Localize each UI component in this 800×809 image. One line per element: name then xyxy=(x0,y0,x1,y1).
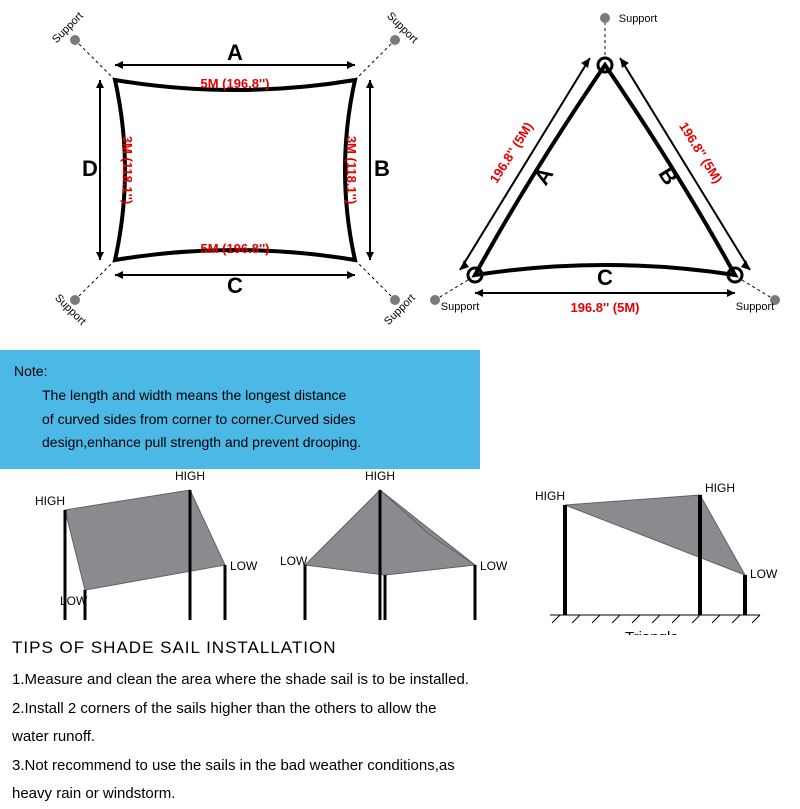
tip-line: 1.Measure and clean the area where the s… xyxy=(12,666,772,695)
tips-title: TIPS OF SHADE SAIL INSTALLATION xyxy=(12,632,772,664)
tri-support-top: Support xyxy=(600,13,657,55)
tri-side-b-letter: B xyxy=(654,163,684,190)
rect-side-b-dim: 3M (118.1'') xyxy=(344,136,359,204)
installation-illustrations: HIGH HIGH LOW LOW LOW HIGH LOW HIGH HI xyxy=(0,455,800,635)
tri-side-a-letter: A xyxy=(529,163,559,190)
svg-text:HIGH: HIGH xyxy=(35,494,65,508)
svg-text:Support: Support xyxy=(50,10,86,46)
tip-line: 3.Not recommend to use the sails in the … xyxy=(12,752,772,781)
install-triangle-sail: HIGH HIGH LOW Triangle xyxy=(535,481,778,635)
rect-support-bl: Support xyxy=(52,260,115,328)
install-twisted-sail: LOW HIGH LOW xyxy=(280,469,508,620)
svg-text:HIGH: HIGH xyxy=(705,481,735,495)
tips-block: TIPS OF SHADE SAIL INSTALLATION 1.Measur… xyxy=(12,632,772,809)
svg-text:LOW: LOW xyxy=(480,559,508,573)
rect-side-b-letter: B xyxy=(374,156,390,181)
tip-line: 2.Install 2 corners of the sails higher … xyxy=(12,695,772,724)
rect-side-a-letter: A xyxy=(227,40,243,65)
svg-text:Support: Support xyxy=(441,301,480,313)
rect-side-a-dim: 5M (196.8'') xyxy=(200,76,269,91)
svg-text:HIGH: HIGH xyxy=(175,469,205,483)
tri-side-c-letter: C xyxy=(597,265,613,290)
svg-text:LOW: LOW xyxy=(280,554,308,568)
rect-side-c-letter: C xyxy=(227,273,243,298)
rect-support-br: Support xyxy=(355,260,418,328)
rectangle-sail-diagram: A 5M (196.8'') C 5M (196.8'') D 3M (118.… xyxy=(50,10,420,328)
rect-side-c-dim: 5M (196.8'') xyxy=(200,241,269,256)
svg-text:Support: Support xyxy=(384,10,420,46)
note-title: Note: xyxy=(14,360,466,384)
svg-text:LOW: LOW xyxy=(230,559,258,573)
rect-side-d-dim: 3M (118.1'') xyxy=(120,136,135,204)
tip-line: heavy rain or windstorm. xyxy=(12,780,772,809)
dimension-diagrams: A 5M (196.8'') C 5M (196.8'') D 3M (118.… xyxy=(0,0,800,350)
tip-line: water runoff. xyxy=(12,723,772,752)
svg-text:HIGH: HIGH xyxy=(365,469,395,483)
install-square-sail: HIGH HIGH LOW LOW xyxy=(35,469,258,620)
note-line-3: design,enhance pull strength and prevent… xyxy=(42,431,466,455)
svg-text:HIGH: HIGH xyxy=(535,489,565,503)
svg-text:Support: Support xyxy=(736,301,775,313)
svg-text:Support: Support xyxy=(52,292,88,328)
svg-text:Support: Support xyxy=(382,292,418,328)
rect-support-tl: Support xyxy=(50,10,115,80)
note-box: Note: The length and width means the lon… xyxy=(0,350,480,469)
note-line-2: of curved sides from corner to corner.Cu… xyxy=(42,408,466,432)
svg-text:LOW: LOW xyxy=(750,567,778,581)
tri-support-br: Support xyxy=(736,280,780,313)
note-line-1: The length and width means the longest d… xyxy=(42,384,466,408)
diagrams-svg: A 5M (196.8'') C 5M (196.8'') D 3M (118.… xyxy=(0,0,800,350)
rect-side-d-letter: D xyxy=(82,156,98,181)
svg-text:LOW: LOW xyxy=(60,594,88,608)
triangle-sail-diagram: A 196.8'' (5M) B 196.8'' (5M) C 196.8'' … xyxy=(430,13,780,315)
rect-support-tr: Support xyxy=(355,10,420,80)
svg-text:Support: Support xyxy=(619,13,658,25)
tri-side-c-dim: 196.8'' (5M) xyxy=(570,300,639,315)
tri-support-bl: Support xyxy=(430,280,479,313)
